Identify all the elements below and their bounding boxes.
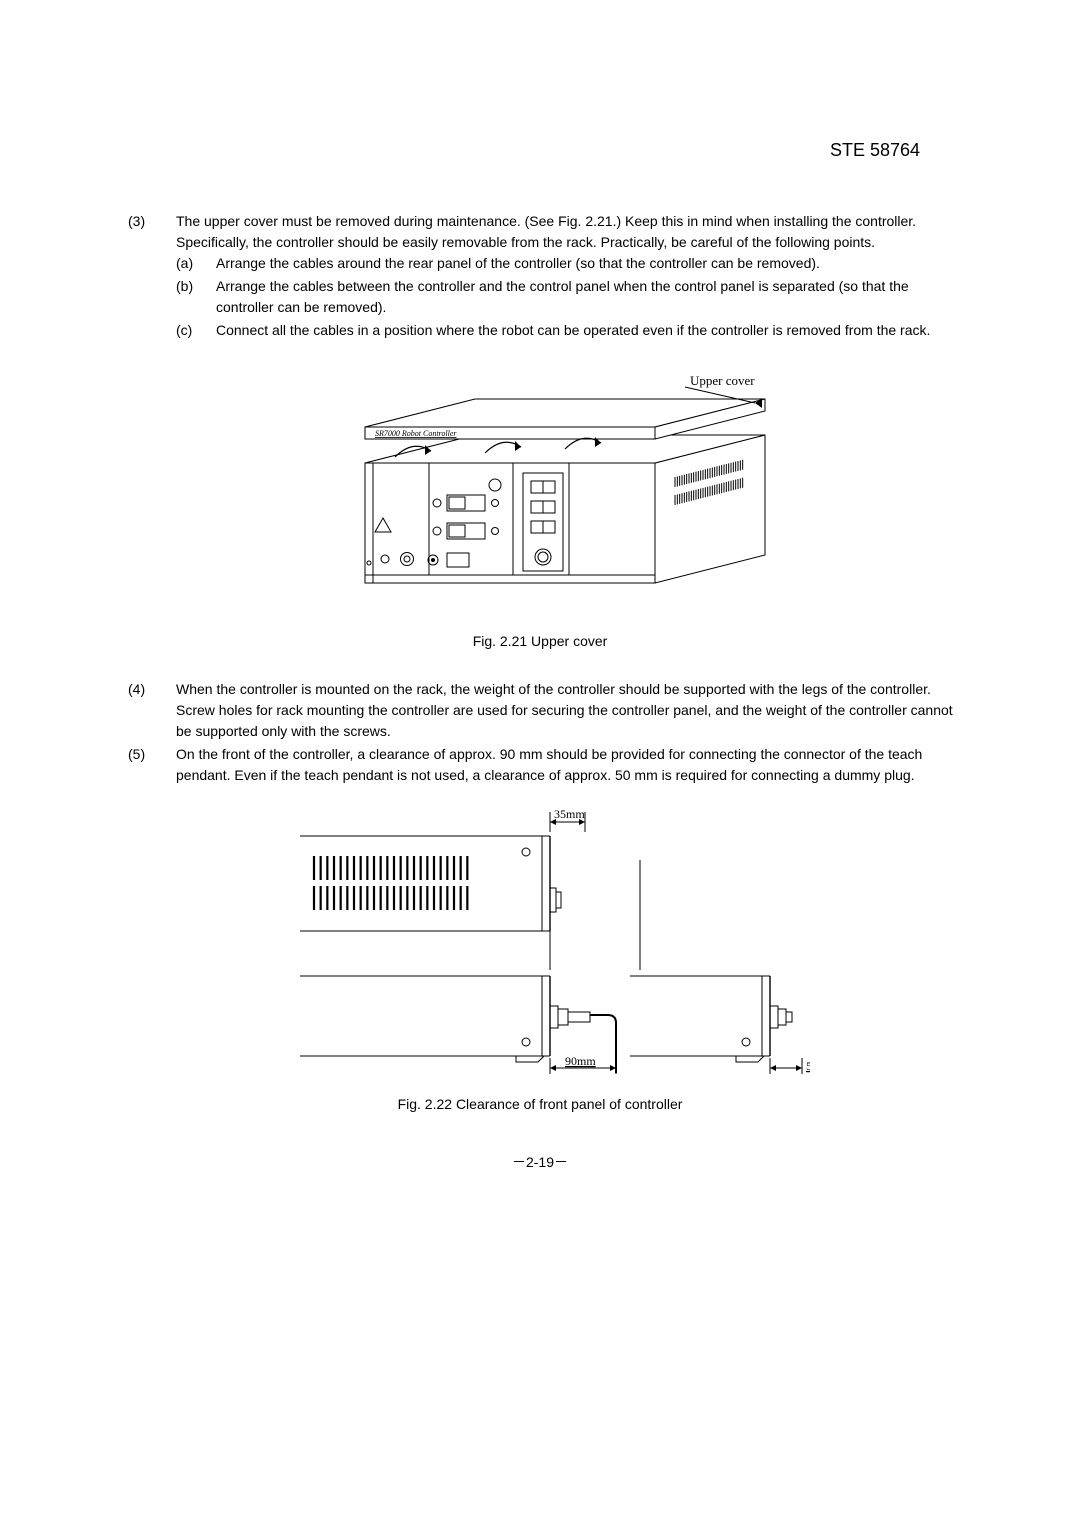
figure-2-21: SR7000 Robot Controller Upper cover bbox=[120, 363, 960, 623]
figure-2-22: 35mm 90mm 50mm bbox=[120, 806, 960, 1086]
svg-text:SR7000 Robot Controller: SR7000 Robot Controller bbox=[375, 429, 457, 438]
doc-header: STE 58764 bbox=[120, 140, 960, 161]
item-lead-text: When the controller is mounted on the ra… bbox=[176, 679, 960, 742]
figure-2-21-caption: Fig. 2.21 Upper cover bbox=[120, 633, 960, 649]
item-number: (5) bbox=[120, 744, 176, 786]
item-lead-text: On the front of the controller, a cleara… bbox=[176, 744, 960, 786]
list-item-4: (4) When the controller is mounted on th… bbox=[120, 679, 960, 742]
svg-text:35mm: 35mm bbox=[554, 807, 585, 821]
figure-2-22-caption: Fig. 2.22 Clearance of front panel of co… bbox=[120, 1096, 960, 1112]
item-number: (4) bbox=[120, 679, 176, 742]
list-item-5: (5) On the front of the controller, a cl… bbox=[120, 744, 960, 786]
subitem-text: Arrange the cables around the rear panel… bbox=[216, 253, 960, 274]
page-number: －2-19－ bbox=[120, 1152, 960, 1172]
item-lead-text: The upper cover must be removed during m… bbox=[176, 211, 960, 253]
item-body: The upper cover must be removed during m… bbox=[176, 211, 960, 343]
subitem-text: Arrange the cables between the controlle… bbox=[216, 276, 960, 318]
subitem-a: (a) Arrange the cables around the rear p… bbox=[176, 253, 960, 274]
subitem-number: (c) bbox=[176, 320, 216, 341]
subitem-text: Connect all the cables in a position whe… bbox=[216, 320, 960, 341]
subitem-b: (b) Arrange the cables between the contr… bbox=[176, 276, 960, 318]
svg-text:50mm: 50mm bbox=[806, 1059, 810, 1073]
subitem-c: (c) Connect all the cables in a position… bbox=[176, 320, 960, 341]
list-item-3: (3) The upper cover must be removed duri… bbox=[120, 211, 960, 343]
clearance-diagram: 35mm 90mm 50mm bbox=[270, 806, 810, 1086]
page: STE 58764 (3) The upper cover must be re… bbox=[0, 0, 1080, 1232]
svg-text:90mm: 90mm bbox=[565, 1054, 596, 1068]
item-number: (3) bbox=[120, 211, 176, 343]
doc-id: STE 58764 bbox=[830, 140, 920, 160]
subitem-number: (b) bbox=[176, 276, 216, 318]
subitem-number: (a) bbox=[176, 253, 216, 274]
controller-isometric-diagram: SR7000 Robot Controller Upper cover bbox=[305, 363, 775, 623]
svg-text:Upper cover: Upper cover bbox=[690, 373, 755, 388]
